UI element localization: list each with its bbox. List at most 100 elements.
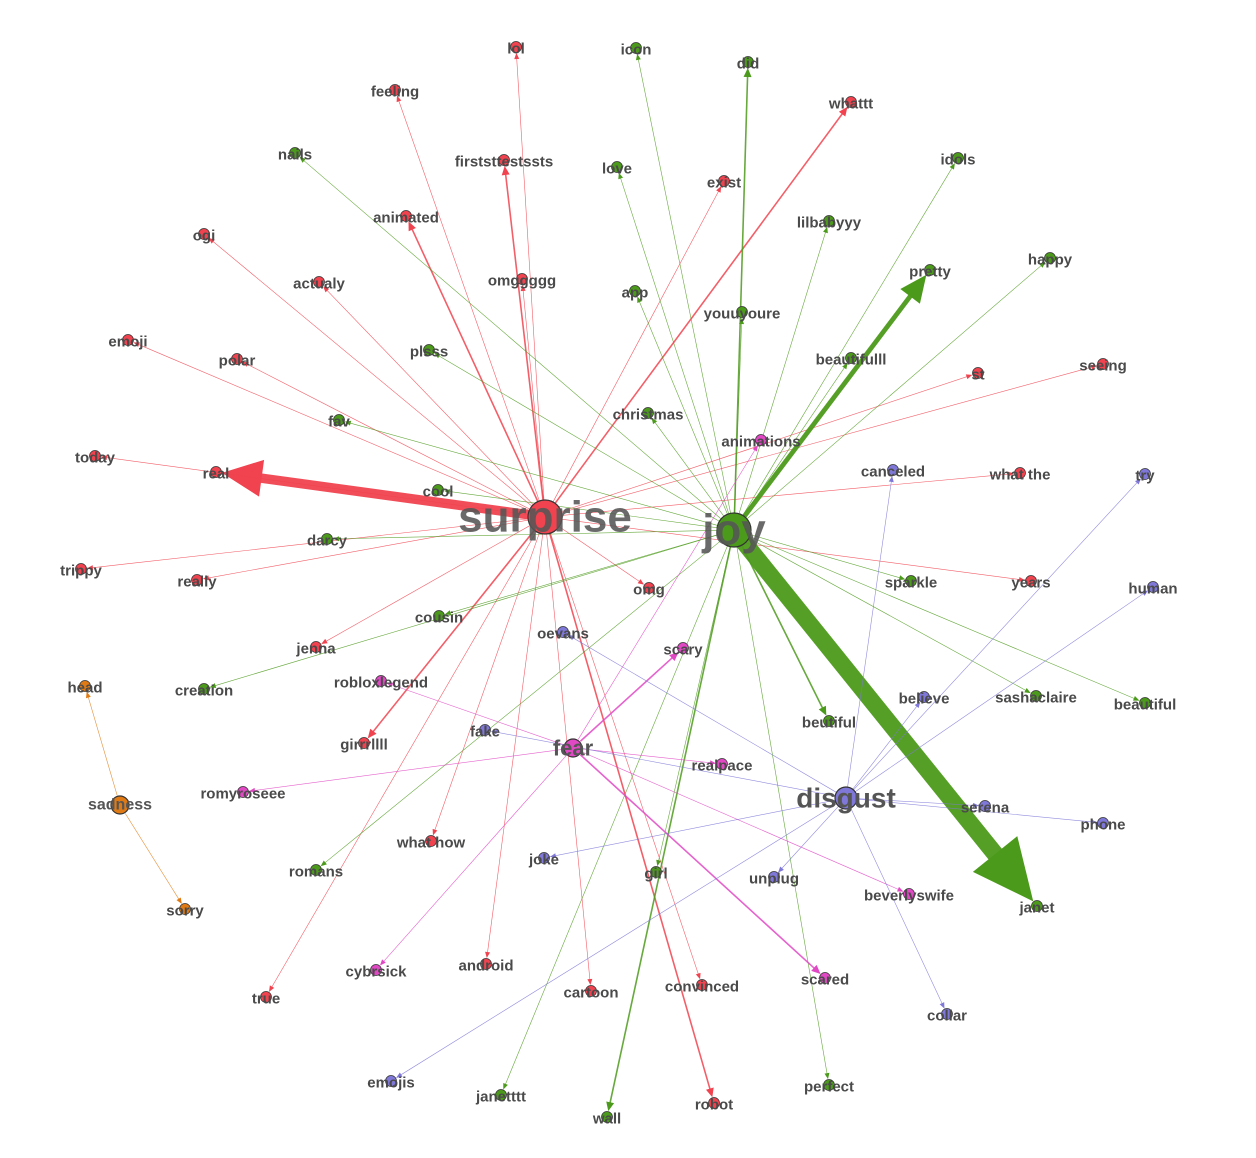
word-node-happy[interactable] [1044, 252, 1056, 264]
word-node-realpace[interactable] [716, 758, 728, 770]
word-node-sashaclaire[interactable] [1030, 690, 1042, 702]
word-node-years[interactable] [1025, 575, 1037, 587]
word-node-janetttt[interactable] [495, 1089, 507, 1101]
word-node-omg[interactable] [643, 582, 655, 594]
word-node-creation[interactable] [198, 683, 210, 695]
word-node-scared[interactable] [819, 972, 831, 984]
word-node-try[interactable] [1139, 468, 1151, 480]
word-node-sorry[interactable] [179, 903, 191, 915]
word-node-animated[interactable] [400, 210, 412, 222]
word-node-animations[interactable] [755, 434, 767, 446]
word-node-convinced[interactable] [696, 979, 708, 991]
hub-node-surprise[interactable] [527, 499, 563, 535]
word-node-wall[interactable] [601, 1111, 613, 1123]
word-label-realpace: realpace [692, 758, 753, 775]
word-node-lilbabyyy[interactable] [823, 215, 835, 227]
word-node-jenna[interactable] [310, 641, 322, 653]
word-node-beautifulll[interactable] [845, 352, 857, 364]
edge-arrowhead [914, 701, 921, 709]
word-label-icon: icon [621, 42, 652, 59]
word-node-st[interactable] [972, 367, 984, 379]
word-node-fav[interactable] [333, 414, 345, 426]
word-node-exist[interactable] [718, 175, 730, 187]
word-node-beverlyswife[interactable] [903, 888, 915, 900]
word-node-seeing[interactable] [1097, 358, 1109, 370]
word-node-emoji[interactable] [122, 334, 134, 346]
word-label-romyroseee: romyroseee [200, 786, 285, 803]
word-node-idols[interactable] [952, 152, 964, 164]
word-node-app[interactable] [629, 285, 641, 297]
word-node-whattt[interactable] [845, 96, 857, 108]
word-node-darcy[interactable] [321, 533, 333, 545]
hub-node-sadness[interactable] [110, 795, 130, 815]
word-node-serena[interactable] [979, 800, 991, 812]
word-node-ogi[interactable] [198, 228, 210, 240]
word-node-cool[interactable] [432, 484, 444, 496]
word-node-cartoon[interactable] [585, 985, 597, 997]
word-node-n_lol[interactable] [510, 41, 522, 53]
edge-arrowhead [514, 52, 520, 60]
hub-node-joy[interactable] [716, 512, 752, 548]
word-node-perfect[interactable] [823, 1079, 835, 1091]
word-node-head[interactable] [79, 680, 91, 692]
word-node-firststtestssts[interactable] [498, 154, 510, 166]
hub-node-disgust[interactable] [834, 786, 858, 810]
word-node-girrrllll[interactable] [358, 737, 370, 749]
word-node-believe[interactable] [918, 691, 930, 703]
word-node-scary[interactable] [677, 642, 689, 654]
word-node-plsss[interactable] [423, 344, 435, 356]
word-node-fake[interactable] [479, 724, 491, 736]
word-node-whathow[interactable] [425, 835, 437, 847]
word-node-beautiful[interactable] [1139, 697, 1151, 709]
edge-disgust-phone [855, 798, 1093, 823]
edge-arrowhead [568, 635, 575, 641]
word-node-robot[interactable] [708, 1097, 720, 1109]
word-node-cybrsick[interactable] [370, 964, 382, 976]
word-node-canceled[interactable] [887, 464, 899, 476]
word-node-true[interactable] [260, 991, 272, 1003]
edge-disgust-fake [495, 731, 837, 797]
word-node-human[interactable] [1147, 581, 1159, 593]
word-node-unplug[interactable] [768, 871, 780, 883]
word-label-happy: happy [1028, 252, 1073, 269]
word-node-omggggg[interactable] [516, 273, 528, 285]
word-node-trippy[interactable] [75, 563, 87, 575]
word-node-polar[interactable] [231, 353, 243, 365]
word-node-actualy[interactable] [313, 276, 325, 288]
word-label-sparkle: sparkle [885, 575, 938, 592]
edge-fear-robloxlegend [391, 684, 564, 745]
word-node-did[interactable] [742, 56, 754, 68]
word-node-oevans[interactable] [557, 626, 569, 638]
word-node-feeling[interactable] [389, 84, 401, 96]
word-node-today[interactable] [89, 450, 101, 462]
word-node-romyroseee[interactable] [237, 786, 249, 798]
edge-joy-janetttt [504, 539, 731, 1085]
word-node-christmas[interactable] [642, 407, 654, 419]
word-node-nails[interactable] [289, 147, 301, 159]
edge-arrowhead [176, 897, 182, 904]
word-node-janet[interactable] [1031, 900, 1043, 912]
word-node-cousin[interactable] [433, 610, 445, 622]
word-node-girl[interactable] [650, 866, 662, 878]
word-label-whattt: whattt [828, 96, 873, 113]
edge-arrowhead [1141, 590, 1149, 596]
word-node-really[interactable] [191, 574, 203, 586]
word-node-sparkle[interactable] [905, 575, 917, 587]
word-node-real[interactable] [210, 466, 222, 478]
word-node-whatthe[interactable] [1014, 467, 1026, 479]
edge-joy-cousin [449, 532, 725, 614]
hub-node-fear[interactable] [563, 738, 583, 758]
word-node-robloxlegend[interactable] [375, 675, 387, 687]
word-node-love[interactable] [611, 161, 623, 173]
word-node-beutiful[interactable] [823, 715, 835, 727]
word-node-joke[interactable] [538, 852, 550, 864]
word-node-emojis[interactable] [385, 1075, 397, 1087]
word-node-pretty[interactable] [924, 264, 936, 276]
word-node-android[interactable] [480, 958, 492, 970]
word-node-phone[interactable] [1097, 817, 1109, 829]
word-node-icon[interactable] [630, 42, 642, 54]
edge-joy-nails [303, 159, 727, 524]
word-node-youuyoure[interactable] [736, 306, 748, 318]
word-node-collar[interactable] [941, 1008, 953, 1020]
word-node-romans[interactable] [310, 864, 322, 876]
